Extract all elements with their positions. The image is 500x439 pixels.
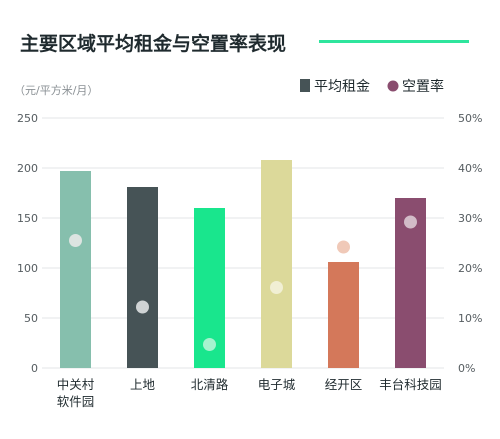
y-right-tick-label: 0% <box>458 362 475 375</box>
vacancy-points <box>69 215 417 351</box>
rent-bar <box>60 171 91 368</box>
y-left-tick-label: 250 <box>17 112 38 125</box>
y-left-tick-label: 0 <box>31 362 38 375</box>
y-left-tick-label: 150 <box>17 212 38 225</box>
y-right-tick-label: 30% <box>458 212 482 225</box>
chart-title: 主要区域平均租金与空置率表现 <box>20 32 286 55</box>
legend-swatch-rent <box>300 79 310 92</box>
category-label: 软件园 <box>57 394 95 409</box>
vacancy-point <box>203 338 216 351</box>
category-label: 经开区 <box>325 377 363 392</box>
vacancy-point <box>69 234 82 247</box>
vacancy-point <box>404 215 417 229</box>
legend-swatch-vacancy <box>387 80 399 92</box>
category-label: 丰台科技园 <box>379 377 442 392</box>
y-right-tick-label: 10% <box>458 312 482 325</box>
category-label: 上地 <box>130 377 156 392</box>
vacancy-point <box>337 240 350 254</box>
y-right-tick-label: 40% <box>458 162 482 175</box>
y-unit-label: （元/平方米/月） <box>14 83 98 97</box>
category-label: 北清路 <box>191 377 229 392</box>
title-accent-line <box>319 40 469 43</box>
y-left-tick-label: 100 <box>17 262 38 275</box>
y-left-tick-label: 200 <box>17 162 38 175</box>
gridlines <box>42 117 444 369</box>
category-label: 电子城 <box>258 377 296 392</box>
y-right-tick-label: 20% <box>458 262 482 275</box>
rent-bar <box>127 187 158 368</box>
y-left-tick-label: 50 <box>24 312 38 325</box>
rent-bar <box>261 160 292 368</box>
category-label: 中关村 <box>57 377 95 392</box>
y-right-tick-label: 50% <box>458 112 482 125</box>
vacancy-point <box>270 281 283 294</box>
axis-ticks: 0 0% 50 10% 100 20% 150 30% 200 40% 250 50% <box>17 112 482 375</box>
legend: 平均租金 空置率 <box>300 78 444 95</box>
bars <box>60 160 426 368</box>
legend-label-vacancy: 空置率 <box>402 78 444 95</box>
legend-label-rent: 平均租金 <box>314 79 370 95</box>
vacancy-point <box>136 300 149 314</box>
rent-bar <box>328 262 359 368</box>
